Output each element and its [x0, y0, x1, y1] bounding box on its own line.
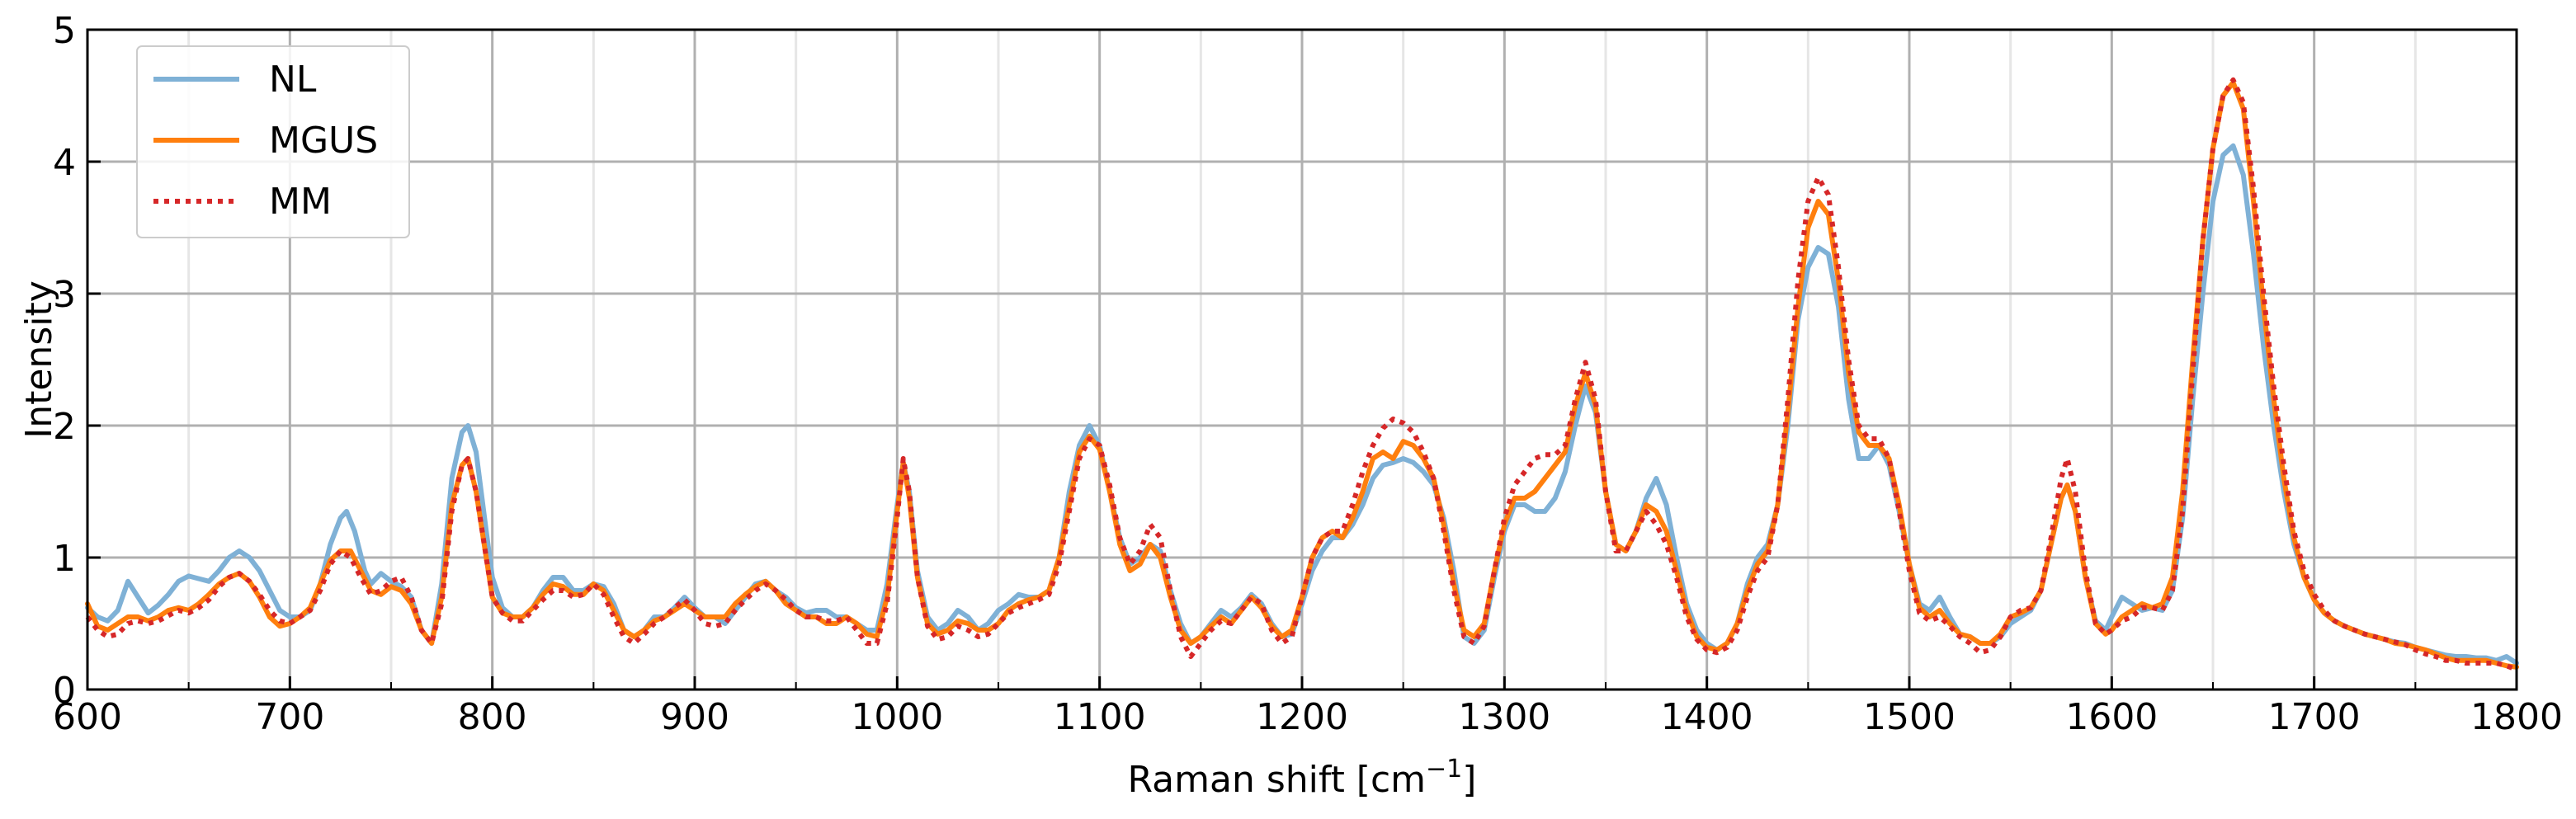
- x-axis-title: Raman shift [cm−1]: [1128, 755, 1477, 801]
- y-tick-label: 2: [53, 406, 76, 448]
- legend: NL MGUS MM: [136, 45, 410, 238]
- x-tick-label: 1700: [2268, 696, 2361, 738]
- y-tick-label: 5: [53, 10, 76, 52]
- y-tick-label: 0: [53, 670, 76, 712]
- y-tick-label: 3: [53, 274, 76, 316]
- x-tick-label: 1500: [1863, 696, 1956, 738]
- x-tick-label: 1200: [1256, 696, 1348, 738]
- series-line-mm: [85, 77, 2518, 672]
- x-tick-label: 1300: [1458, 696, 1550, 738]
- x-tick-label: 600: [53, 696, 122, 738]
- y-tick-label: 1: [53, 538, 76, 580]
- x-tick-label: 800: [458, 696, 527, 738]
- x-tick-label: 900: [660, 696, 729, 738]
- x-tick-label: 1400: [1661, 696, 1753, 738]
- y-axis-title: Intensity: [18, 280, 60, 439]
- x-tick-label: 1100: [1054, 696, 1146, 738]
- tick-labels: 600 700 800 900 1000 1100 1200 1300 1400 1500 1600…: [53, 10, 2563, 738]
- x-tick-label: 1600: [2065, 696, 2158, 738]
- legend-label-nl: NL: [269, 59, 317, 101]
- x-tick-label: 1800: [2470, 696, 2563, 738]
- legend-items: NL MGUS MM: [153, 59, 378, 223]
- x-tick-label: 700: [255, 696, 324, 738]
- x-tick-label: 1000: [851, 696, 943, 738]
- x-axis-title-superscript: −1: [1426, 755, 1462, 784]
- series-layer: [85, 77, 2519, 672]
- y-tick-label: 4: [53, 142, 76, 184]
- legend-box: [136, 45, 410, 238]
- x-axis-title-end: ]: [1462, 759, 1476, 801]
- legend-label-mgus: MGUS: [269, 120, 378, 162]
- x-axis-title-main: Raman shift [cm: [1128, 759, 1426, 801]
- ticks: [86, 28, 2518, 691]
- legend-label-mm: MM: [269, 181, 332, 223]
